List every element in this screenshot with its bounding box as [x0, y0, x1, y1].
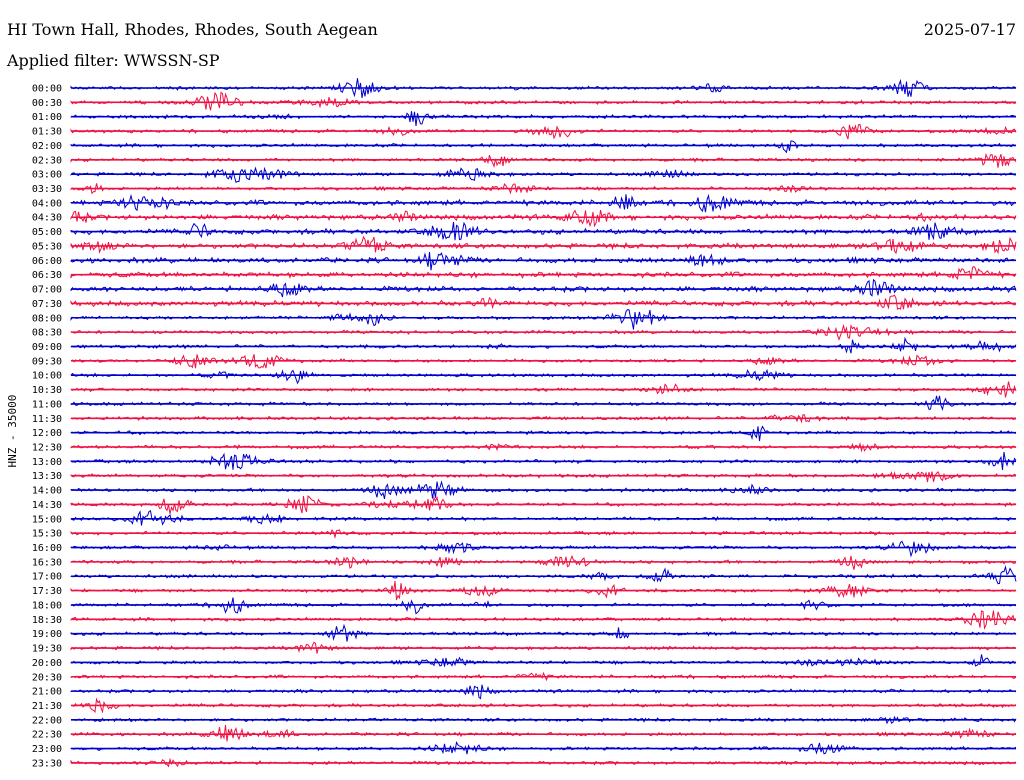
tick-labels: 00:00 00:30 01:00 01:30 02:00 02:30 03:00 03:30… [32, 84, 62, 770]
tick-label-1030: 10:30 [32, 385, 62, 396]
tick-label-1100: 11:00 [32, 399, 62, 410]
tick-label-1200: 12:00 [32, 428, 62, 439]
trace-0630 [70, 265, 1017, 280]
tick-label-0800: 08:00 [32, 313, 62, 324]
tick-label-0630: 06:30 [32, 270, 62, 281]
tick-label-2300: 23:00 [32, 744, 62, 755]
trace-0230 [70, 152, 1017, 169]
tick-label-1230: 12:30 [32, 443, 62, 454]
tick-label-1830: 18:30 [32, 615, 62, 626]
trace-1330 [70, 471, 1017, 483]
tick-label-2000: 20:00 [32, 658, 62, 669]
tick-label-0830: 08:30 [32, 328, 62, 339]
seismic-traces [70, 78, 1017, 768]
tick-label-2130: 21:30 [32, 701, 62, 712]
trace-2230 [70, 724, 1017, 742]
trace-1200 [70, 425, 1017, 442]
tick-label-2030: 20:30 [32, 672, 62, 683]
tick-label-0900: 09:00 [32, 342, 62, 353]
trace-0100 [70, 111, 1017, 126]
tick-label-1800: 18:00 [32, 600, 62, 611]
trace-0730 [70, 294, 1017, 311]
tick-label-1330: 13:30 [32, 471, 62, 482]
tick-label-0230: 02:30 [32, 155, 62, 166]
tick-label-0430: 04:30 [32, 213, 62, 224]
tick-label-1600: 16:00 [32, 543, 62, 554]
trace-1600 [70, 540, 1017, 558]
station-title: HI Town Hall, Rhodes, Rhodes, South Aege… [7, 20, 378, 39]
tick-label-1900: 19:00 [32, 629, 62, 640]
tick-label-0930: 09:30 [32, 356, 62, 367]
tick-label-0100: 01:00 [32, 112, 62, 123]
tick-label-0200: 02:00 [32, 141, 62, 152]
tick-label-1930: 19:30 [32, 644, 62, 655]
tick-label-2330: 23:30 [32, 758, 62, 769]
tick-label-1700: 17:00 [32, 572, 62, 583]
tick-label-1730: 17:30 [32, 586, 62, 597]
tick-label-2100: 21:00 [32, 687, 62, 698]
tick-label-1400: 14:00 [32, 486, 62, 497]
tick-label-2200: 22:00 [32, 715, 62, 726]
tick-label-0400: 04:00 [32, 198, 62, 209]
trace-2000 [70, 654, 1017, 667]
tick-label-0030: 00:30 [32, 98, 62, 109]
tick-label-0530: 05:30 [32, 241, 62, 252]
tick-label-1300: 13:00 [32, 457, 62, 468]
tick-label-0700: 07:00 [32, 285, 62, 296]
tick-label-0600: 06:00 [32, 256, 62, 267]
tick-label-1430: 14:30 [32, 500, 62, 511]
trace-1700 [70, 565, 1017, 585]
tick-label-0730: 07:30 [32, 299, 62, 310]
tick-label-0000: 00:00 [32, 84, 62, 95]
tick-label-0300: 03:00 [32, 170, 62, 181]
tick-label-1130: 11:30 [32, 414, 62, 425]
tick-label-1000: 10:00 [32, 371, 62, 382]
trace-1630 [70, 554, 1017, 570]
trace-0930 [70, 354, 1017, 369]
trace-0600 [70, 251, 1017, 271]
record-date: 2025-07-17 [923, 20, 1016, 39]
filter-label: Applied filter: WWSSN-SP [7, 51, 220, 70]
tick-label-1630: 16:30 [32, 557, 62, 568]
tick-label-1530: 15:30 [32, 529, 62, 540]
tick-label-0130: 01:30 [32, 127, 62, 138]
tick-label-2230: 22:30 [32, 730, 62, 741]
trace-0030 [70, 91, 1017, 111]
trace-0200 [70, 140, 1017, 154]
trace-0300 [70, 166, 1017, 184]
tick-label-0330: 03:30 [32, 184, 62, 195]
tick-label-0500: 05:00 [32, 227, 62, 238]
trace-0530 [70, 235, 1017, 255]
trace-1000 [70, 368, 1017, 385]
trace-0800 [70, 309, 1017, 330]
trace-1100 [70, 395, 1017, 412]
tick-label-1500: 15:00 [32, 514, 62, 525]
